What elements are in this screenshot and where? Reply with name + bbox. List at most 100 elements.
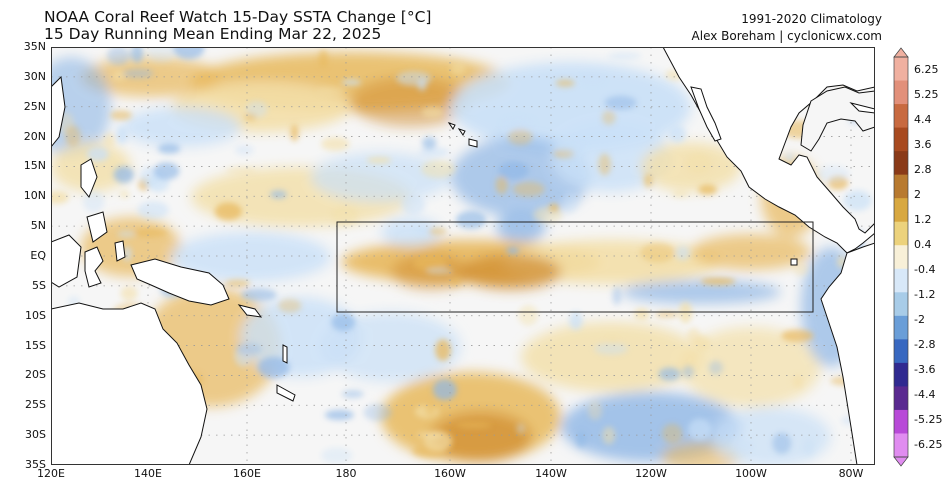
anomaly-speckle [157,143,181,154]
land-cuba [849,102,875,114]
anomaly-speckle [401,194,425,215]
lon-label: 180 [335,467,357,480]
anomaly-speckle [455,210,487,229]
anomaly-blob [321,312,461,382]
lat-label: 20S [25,368,46,382]
land-sulawesi [84,246,104,288]
colorbar-swatch [894,57,908,82]
author-credit: Alex Boreham | cyclonicwx.com [691,29,882,43]
lat-label: 15N [23,159,46,173]
anomaly-speckle [341,79,362,86]
anomaly-speckle [516,423,526,435]
land-hawaii [447,122,478,148]
anomaly-speckle [396,71,432,86]
anomaly-speckle [106,47,130,66]
anomaly-speckle [512,181,545,197]
anomaly-speckle [137,201,169,220]
colorbar-swatch [894,386,908,411]
anomaly-speckle [413,254,447,272]
colorbar-frame [893,56,909,458]
anomaly-speckle [508,128,533,146]
lon-label: 160W [434,467,466,480]
colorbar-tick-label: 2 [914,187,921,201]
colorbar-tick-label: -1.2 [914,287,936,301]
colorbar-swatch [894,104,908,129]
anomaly-speckle [843,190,872,211]
anomaly-speckle [658,367,681,381]
anomaly-blob [691,234,811,270]
land-new-guinea [130,258,230,306]
anomaly-speckle [682,365,695,378]
anomaly-speckle [317,86,345,96]
anomaly-speckle [562,191,579,213]
anomaly-blob [681,327,821,407]
colorbar-swatch [894,362,908,387]
anomaly-speckle [270,190,287,199]
lat-label: 20N [23,129,46,143]
anomaly-speckle [495,175,508,195]
anomaly-speckle [555,137,585,155]
anomaly-speckle [733,438,754,453]
land-borneo [51,234,82,288]
anomaly-speckle [414,225,431,236]
lat-label: 10S [25,308,46,322]
ssta-map [51,47,875,465]
title-line-2: 15 Day Running Mean Ending Mar 22, 2025 [44,25,382,43]
lon-label: 100W [735,467,767,480]
anomaly-speckle [569,311,583,331]
colorbar-swatch [894,433,908,458]
anomaly-speckle [518,304,539,326]
colorbar-arrow-up [893,47,909,58]
climatology-label: 1991-2020 Climatology [741,12,882,26]
colorbar-swatch [894,315,908,340]
anomaly-speckle [225,166,256,175]
anomaly-speckle [498,161,529,180]
anomaly-speckle [792,375,803,389]
colorbar-tick-label: -2 [914,312,925,326]
land-baja [690,86,722,142]
colorbar-swatch [894,292,908,317]
colorbar-tick-label: 4.4 [914,112,932,126]
land-philippines [51,75,66,148]
anomaly-speckle [449,276,461,287]
colorbar-tick-label: -6.25 [914,437,943,451]
anomaly-speckle [502,118,534,129]
anomaly-speckle [331,313,356,332]
anomaly-speckle [587,400,603,421]
anomaly-speckle [117,230,136,238]
anomaly-speckle [608,52,642,60]
anomaly-speckle [456,422,492,429]
anomaly-speckle [172,47,205,60]
anomaly-speckle [86,147,109,162]
anomaly-speckle [366,157,392,164]
colorbar [893,47,909,467]
anomaly-speckle [634,308,650,321]
anomaly-blob [496,212,546,242]
anomaly-speckle [612,286,622,305]
anomaly-speckle [235,342,262,356]
anomaly-speckle [803,438,815,457]
lon-label: 120E [37,467,65,480]
lon-label: 140W [535,467,567,480]
lon-label: 160E [233,467,261,480]
anomaly-speckle [816,165,850,183]
anomaly-speckle [425,267,453,275]
anomaly-speckle [688,418,712,441]
title-line-1: NOAA Coral Reef Watch 15-Day SSTA Change… [44,8,432,26]
anomaly-blob [621,280,781,304]
lat-label: 25S [25,398,46,412]
land-australia [51,302,208,465]
anomaly-speckle [120,286,138,301]
colorbar-tick-label: 0.4 [914,237,932,251]
anomaly-speckle [133,228,168,238]
land-south-america [820,242,875,465]
anomaly-blob [121,107,241,147]
anomaly-speckle [675,245,691,261]
colorbar-tick-label: -3.6 [914,362,936,376]
anomaly-speckle [661,423,683,444]
anomaly-speckle [112,70,126,81]
colorbar-swatch [894,127,908,152]
anomaly-speckle [698,184,718,195]
land-luzon [80,158,98,198]
anomaly-blob [461,254,561,290]
